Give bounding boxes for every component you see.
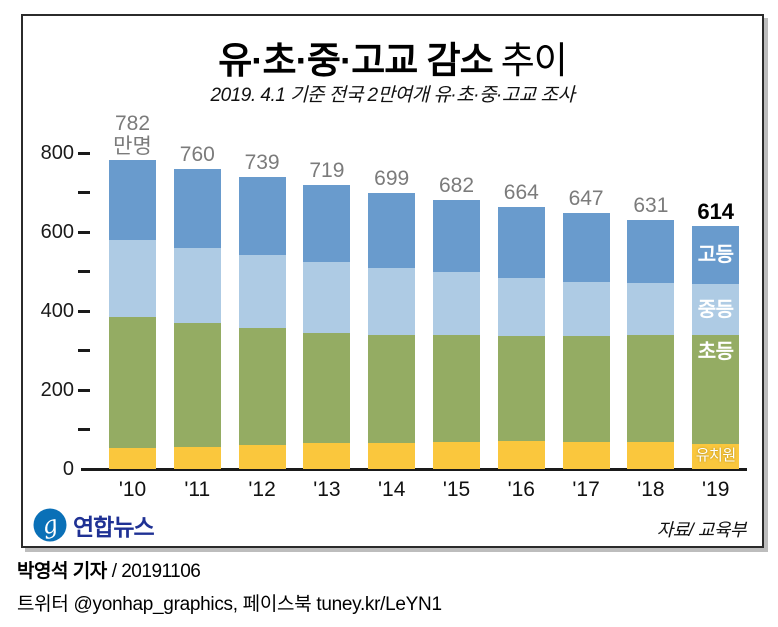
byline-date: / 20191106 (111, 561, 201, 582)
bar-total-label: 699 (374, 166, 410, 190)
bar-segment-고등 (368, 192, 416, 268)
bar-segment-중등 (109, 239, 156, 318)
y-axis-tick (78, 428, 90, 431)
bar-total-label: 782 만명 (113, 112, 152, 159)
chart-box: 유·초·중·고교 감소 추이 2019. 4.1 기준 전국 2만여개 유·초·중… (21, 14, 764, 548)
bar-segment-고등 (109, 160, 156, 240)
bar-segment-유치원 (303, 442, 351, 469)
bar-segment-초등 (692, 335, 740, 444)
x-axis-label: '11 (184, 478, 211, 501)
logo-text: 연합뉴스 (73, 514, 155, 540)
x-axis-label: '10 (118, 478, 147, 501)
y-axis-tick (78, 309, 90, 313)
y-axis-tick-label: 600 (40, 221, 74, 243)
source-label: 자료/ 교육부 (656, 520, 747, 540)
bar-segment-초등 (109, 317, 156, 448)
legend-label-초등: 초등 (697, 341, 734, 364)
byline: 박영석 기자/ 20191106 (17, 556, 442, 583)
y-axis-tick (78, 230, 90, 234)
y-axis-tick (78, 270, 90, 273)
chart-subtitle: 2019. 4.1 기준 전국 2만여개 유·초·중·고교 조사 (210, 85, 575, 106)
x-axis-label: '15 (442, 478, 471, 501)
bar-total-label: 719 (309, 158, 345, 182)
bar-segment-중등 (173, 247, 221, 324)
yonhap-logo: g 연합뉴스 (33, 508, 155, 542)
x-axis-label: '18 (637, 478, 665, 501)
x-axis-line (81, 468, 747, 471)
bar-segment-초등 (433, 335, 480, 443)
title-suffix: 추이 (500, 40, 568, 81)
x-axis-label: '19 (702, 478, 730, 501)
legend-label-중등: 중등 (697, 298, 734, 321)
y-axis-tick (78, 151, 90, 155)
bar-segment-유치원 (173, 446, 221, 469)
yonhap-logo-icon: g (33, 508, 67, 542)
bar-total-label: 664 (503, 180, 539, 204)
y-axis-tick (78, 388, 90, 392)
bar-segment-중등 (627, 282, 675, 336)
bar-total-label: 760 (179, 142, 215, 166)
bar-total-label: 631 (633, 193, 669, 217)
y-axis-tick-label: 0 (62, 458, 74, 480)
bar-segment-중등 (238, 255, 286, 329)
bar-segment-중등 (433, 272, 480, 336)
x-axis-label: '16 (507, 478, 535, 501)
bar-segment-초등 (627, 335, 675, 443)
bar-total-label: 647 (568, 187, 604, 211)
bar-segment-고등 (497, 206, 545, 279)
bar-segment-초등 (173, 323, 221, 447)
x-axis-label: '14 (378, 478, 406, 501)
bar-segment-고등 (692, 226, 740, 285)
bar-segment-유치원 (238, 444, 286, 469)
bar-segment-중등 (303, 262, 351, 334)
bar-segment-중등 (562, 281, 610, 337)
bar-total-label: 614 (697, 199, 735, 225)
bar-segment-고등 (303, 184, 351, 262)
bar-segment-유치원 (562, 441, 610, 469)
bar-segment-고등 (173, 168, 221, 248)
title-main: 유·초·중·고교 감소 (218, 40, 494, 81)
bar-segment-유치원 (692, 443, 740, 469)
y-axis-tick (78, 349, 90, 352)
bar-total-label: 739 (244, 151, 280, 175)
bar-segment-유치원 (433, 442, 480, 469)
bar-segment-고등 (562, 213, 610, 282)
x-axis-label: '17 (572, 478, 600, 501)
bar-total-label: 682 (438, 173, 475, 197)
bar-segment-초등 (303, 333, 351, 443)
bar-segment-중등 (368, 267, 416, 336)
y-axis-tick (78, 191, 90, 194)
chart-plot: 0 200 400 600 800 782 만명 '10 760 '11 739 '12 719 '13 6… (23, 16, 762, 546)
bar-segment-고등 (433, 199, 480, 273)
x-axis-label: '12 (248, 478, 276, 501)
bar-segment-고등 (238, 177, 286, 256)
y-axis-tick-label: 400 (40, 300, 74, 322)
y-axis-tick-label: 200 (40, 379, 74, 401)
page-title: 유·초·중·고교 감소 추이 (23, 30, 762, 84)
x-axis-label: '13 (313, 478, 341, 501)
social-line: 트위터 @yonhap_graphics, 페이스북 tuney.kr/LeYN… (17, 594, 442, 615)
bar-segment-초등 (562, 336, 610, 442)
bar-segment-유치원 (497, 441, 545, 469)
legend-label-유치원: 유치원 (695, 447, 736, 465)
bar-segment-초등 (368, 335, 416, 444)
legend-label-고등: 고등 (697, 244, 734, 267)
svg-text:g: g (40, 510, 61, 541)
bar-segment-초등 (238, 328, 286, 445)
footer: 박영석 기자/ 20191106 트위터 @yonhap_graphics, 페… (17, 556, 442, 616)
bar-segment-유치원 (627, 442, 675, 469)
bar-segment-유치원 (109, 447, 156, 469)
byline-reporter: 박영석 기자 (17, 561, 107, 582)
bar-segment-중등 (692, 284, 740, 336)
bar-segment-초등 (497, 335, 545, 442)
bar-segment-유치원 (368, 443, 416, 469)
bar-segment-중등 (497, 278, 545, 336)
bar-segment-고등 (627, 219, 675, 283)
y-axis-tick-label: 800 (40, 142, 74, 164)
